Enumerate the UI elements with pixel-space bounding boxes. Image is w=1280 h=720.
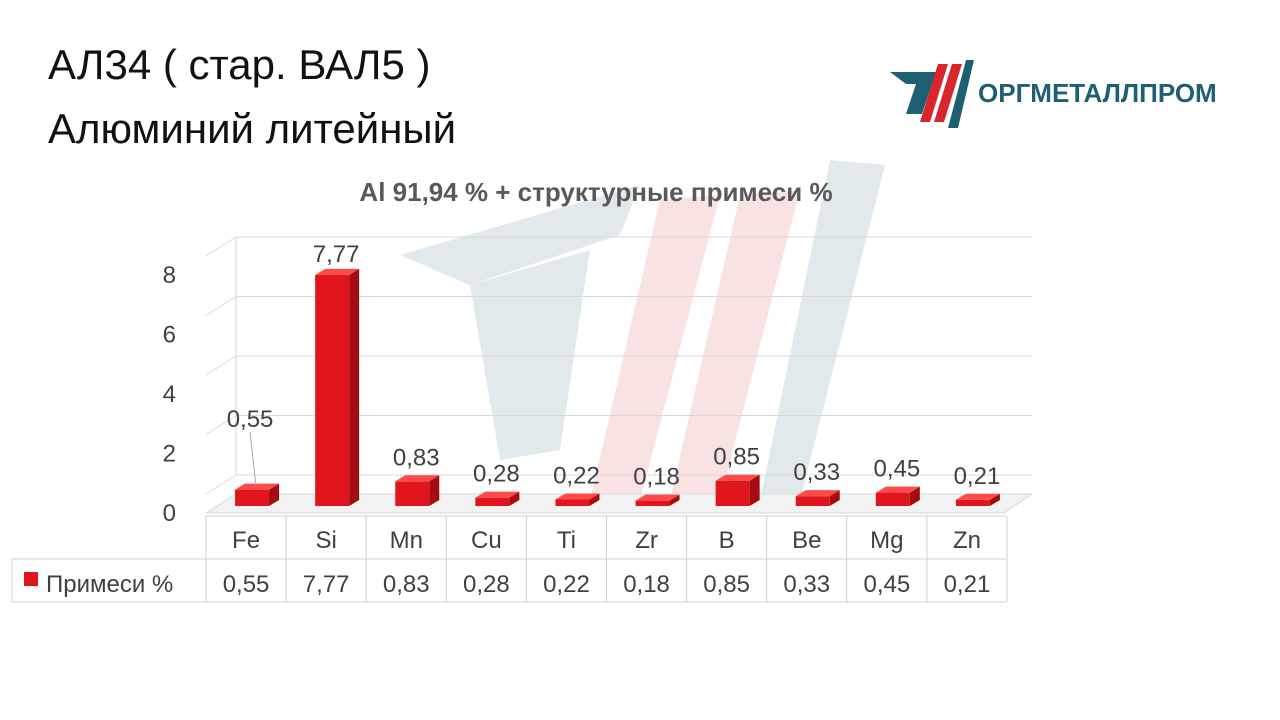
data-label-zn: 0,21 — [954, 463, 1001, 490]
y-axis-ticks: 0 2 4 6 8 — [163, 262, 176, 527]
table-value: 0,18 — [623, 571, 670, 598]
gridline-side — [205, 355, 237, 376]
table-value: 0,28 — [463, 571, 510, 598]
y-tick-label: 4 — [163, 381, 176, 408]
bar-front — [475, 497, 510, 506]
table-value: 0,85 — [703, 571, 750, 598]
table-value: 0,22 — [543, 571, 590, 598]
page-title-line-2: Алюминий литейный — [48, 105, 457, 152]
data-label-b: 0,85 — [713, 444, 760, 471]
legend-series-name: Примеси % — [46, 571, 173, 598]
table-value: 0,21 — [944, 571, 991, 598]
bar-si — [315, 268, 360, 506]
data-label-si: 7,77 — [313, 241, 360, 268]
data-label-zr: 0,18 — [633, 464, 680, 491]
data-label-ti: 0,22 — [553, 462, 600, 489]
category-label: B — [719, 527, 735, 554]
bar-side — [589, 493, 600, 506]
bar-side — [349, 268, 360, 506]
gridline-side — [205, 415, 237, 435]
bar-top — [875, 486, 920, 493]
bar-side — [829, 490, 840, 506]
bar-front — [875, 492, 910, 506]
bar-side — [909, 486, 920, 506]
bar-side — [669, 494, 680, 506]
bar-zr — [635, 494, 680, 506]
bar-front — [795, 496, 830, 506]
category-label: Be — [792, 527, 821, 554]
bars — [235, 268, 1000, 506]
bar-front — [315, 274, 350, 506]
bar-top — [475, 491, 520, 498]
bar-cu — [475, 491, 520, 506]
bar-side — [269, 483, 280, 506]
category-label: Fe — [232, 527, 260, 554]
gridline-side — [205, 236, 237, 257]
gridline-side — [205, 296, 237, 316]
table-value: 0,45 — [863, 571, 910, 598]
bar-top — [315, 268, 360, 275]
bar-be — [795, 490, 840, 506]
bar-fe — [235, 483, 280, 506]
bar-front — [555, 499, 590, 506]
y-tick-label: 8 — [163, 262, 176, 289]
y-tick-label: 0 — [163, 500, 176, 527]
category-label: Zr — [635, 527, 658, 554]
y-tick-label: 6 — [163, 322, 176, 349]
bar-side — [429, 475, 440, 506]
table-value: 0,83 — [383, 571, 430, 598]
bar-front — [635, 500, 670, 506]
bar-top — [635, 494, 680, 501]
logo-text: ОРГМЕТАЛЛПРОМ — [978, 78, 1217, 108]
data-label-mn: 0,83 — [393, 444, 440, 471]
company-logo: ОРГМЕТАЛЛПРОМ — [886, 56, 1232, 136]
watermark — [400, 160, 885, 500]
data-table: Fe 0,55 Si 7,77 Mn 0,83 Cu 0,28 Ti 0,22 Zr 0,18 B 0,8… — [11, 515, 1008, 603]
bar-side — [749, 474, 760, 506]
bar-mg — [875, 486, 920, 506]
category-label: Zn — [953, 527, 981, 554]
table-value: 7,77 — [303, 571, 350, 598]
bar-mn — [395, 475, 440, 506]
bar-side — [989, 493, 1000, 506]
legend-key — [24, 572, 38, 586]
table-value: 0,33 — [783, 571, 830, 598]
data-label-mg: 0,45 — [873, 456, 920, 483]
category-label: Cu — [471, 527, 502, 554]
bar-side — [509, 491, 520, 506]
category-label: Mg — [870, 527, 903, 554]
bar-top — [715, 474, 760, 481]
bar-front — [955, 499, 990, 506]
leader-line — [249, 431, 257, 487]
category-label: Si — [315, 527, 336, 554]
bar-zn — [955, 493, 1000, 506]
data-label-be: 0,33 — [793, 459, 840, 486]
table-value: 0,55 — [223, 571, 270, 598]
y-tick-label: 2 — [163, 441, 176, 468]
bar-top — [955, 493, 1000, 500]
bar-ti — [555, 493, 600, 506]
data-labels: 0,55 7,77 0,83 0,28 0,22 0,18 0,85 0,33 0,45 0,21 — [227, 241, 1001, 491]
category-label: Mn — [390, 527, 423, 554]
bar-front — [715, 480, 750, 506]
page-title-line-1: АЛ34 ( стар. ВАЛ5 ) — [48, 41, 431, 88]
bar-top — [235, 483, 280, 490]
bar-top — [395, 475, 440, 482]
chart-title: Al 91,94 % + структурные примеси % — [359, 177, 832, 207]
bar-top — [555, 493, 600, 500]
bar-top — [795, 490, 840, 497]
bar-b — [715, 474, 760, 506]
category-label: Ti — [557, 527, 576, 554]
bar-front — [395, 481, 430, 506]
logo-mark-icon — [890, 60, 974, 128]
data-label-cu: 0,28 — [473, 461, 520, 488]
bar-front — [235, 489, 270, 506]
gridline-side — [205, 474, 237, 495]
data-label-fe: 0,55 — [227, 406, 274, 433]
